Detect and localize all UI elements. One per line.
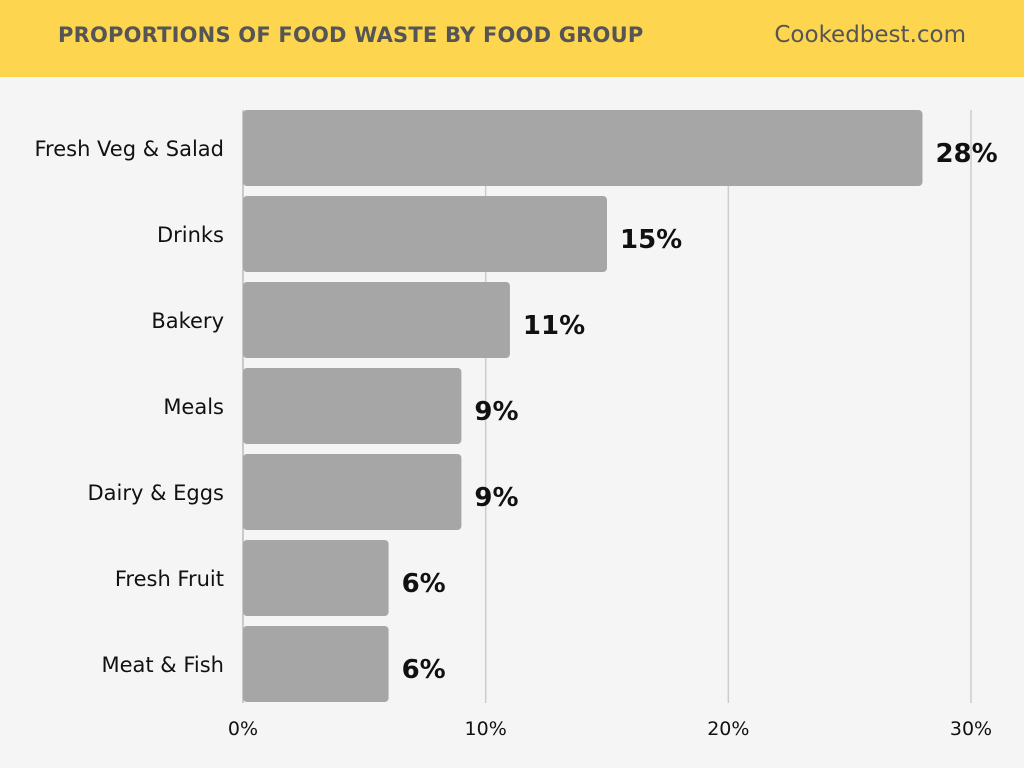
x-tick-label: 20% bbox=[707, 718, 749, 740]
bar bbox=[243, 540, 389, 616]
category-label: Meals bbox=[163, 395, 224, 419]
bar bbox=[243, 282, 510, 358]
x-tick-label: 10% bbox=[465, 718, 507, 740]
value-label: 15% bbox=[620, 225, 682, 255]
x-tick-label: 30% bbox=[950, 718, 992, 740]
category-label: Drinks bbox=[157, 223, 224, 247]
chart-title: PROPORTIONS OF FOOD WASTE BY FOOD GROUP bbox=[58, 23, 644, 47]
category-label: Fresh Veg & Salad bbox=[34, 137, 224, 161]
value-label: 6% bbox=[402, 655, 446, 685]
value-label: 28% bbox=[935, 139, 997, 169]
x-tick-label: 0% bbox=[228, 718, 258, 740]
category-label: Fresh Fruit bbox=[115, 567, 224, 591]
value-label: 9% bbox=[474, 397, 518, 427]
bar bbox=[243, 196, 607, 272]
value-label: 9% bbox=[474, 483, 518, 513]
brand-name: Cookedbest.com bbox=[774, 22, 966, 48]
bar bbox=[243, 626, 389, 702]
category-label: Bakery bbox=[151, 309, 224, 333]
bar bbox=[243, 368, 462, 444]
bar bbox=[243, 454, 462, 530]
bar bbox=[243, 110, 923, 186]
value-label: 11% bbox=[523, 311, 585, 341]
category-label: Dairy & Eggs bbox=[87, 481, 224, 505]
category-label: Meat & Fish bbox=[101, 653, 224, 677]
value-label: 6% bbox=[402, 569, 446, 599]
header-banner: PROPORTIONS OF FOOD WASTE BY FOOD GROUP … bbox=[0, 0, 1024, 77]
